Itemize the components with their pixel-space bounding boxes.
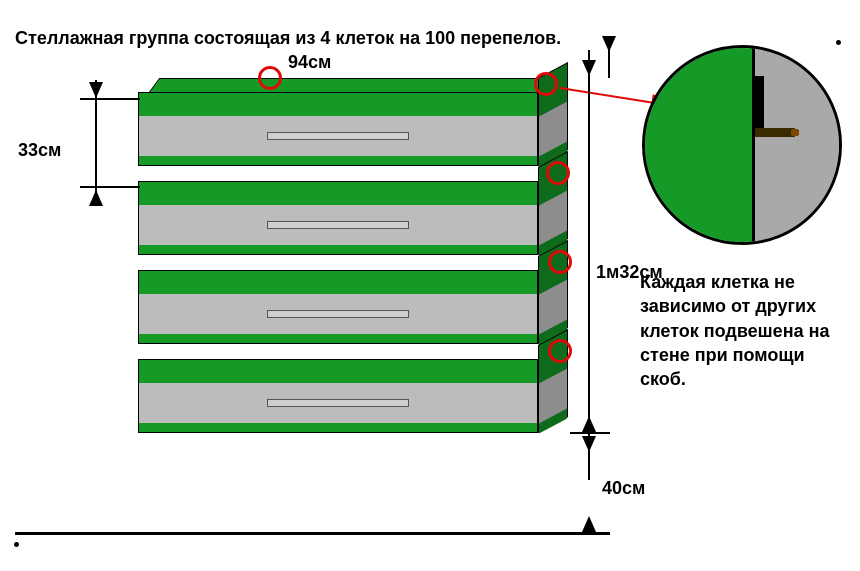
arrow-icon <box>582 516 596 532</box>
dim-tick <box>570 432 610 434</box>
ground-line <box>15 532 610 535</box>
arrow-icon <box>602 36 616 52</box>
marker-circle <box>548 339 572 363</box>
dim-line-left-v <box>95 80 97 206</box>
bracket-icon <box>755 76 764 132</box>
bracket-icon <box>755 128 795 137</box>
marker-circle <box>546 161 570 185</box>
dim-cage-height: 33см <box>18 140 61 161</box>
dot-icon <box>14 542 19 547</box>
arrow-icon <box>89 82 103 98</box>
cage-1 <box>138 78 548 166</box>
arrow-icon <box>582 60 596 76</box>
marker-circle <box>258 66 282 90</box>
marker-circle <box>534 72 558 96</box>
dim-width: 94см <box>288 52 331 73</box>
arrow-icon <box>89 190 103 206</box>
description-text: Каждая клетка не зависимо от других клет… <box>640 270 840 391</box>
arrow-icon <box>582 436 596 452</box>
cage-2 <box>138 167 548 255</box>
dim-line-left-bot <box>80 186 140 188</box>
pointer-line <box>560 87 655 104</box>
cage-stack <box>138 78 548 434</box>
page-title: Стеллажная группа состоящая из 4 клеток … <box>15 28 561 49</box>
diagram-stage: Стеллажная группа состоящая из 4 клеток … <box>0 0 860 571</box>
cage-3 <box>138 256 548 344</box>
detail-inset <box>642 45 842 245</box>
cage-4 <box>138 345 548 433</box>
dot-icon <box>836 40 841 45</box>
arrow-icon <box>582 416 596 432</box>
dim-ground: 40см <box>602 478 645 499</box>
marker-circle <box>548 250 572 274</box>
dim-line-left-top <box>80 98 140 100</box>
